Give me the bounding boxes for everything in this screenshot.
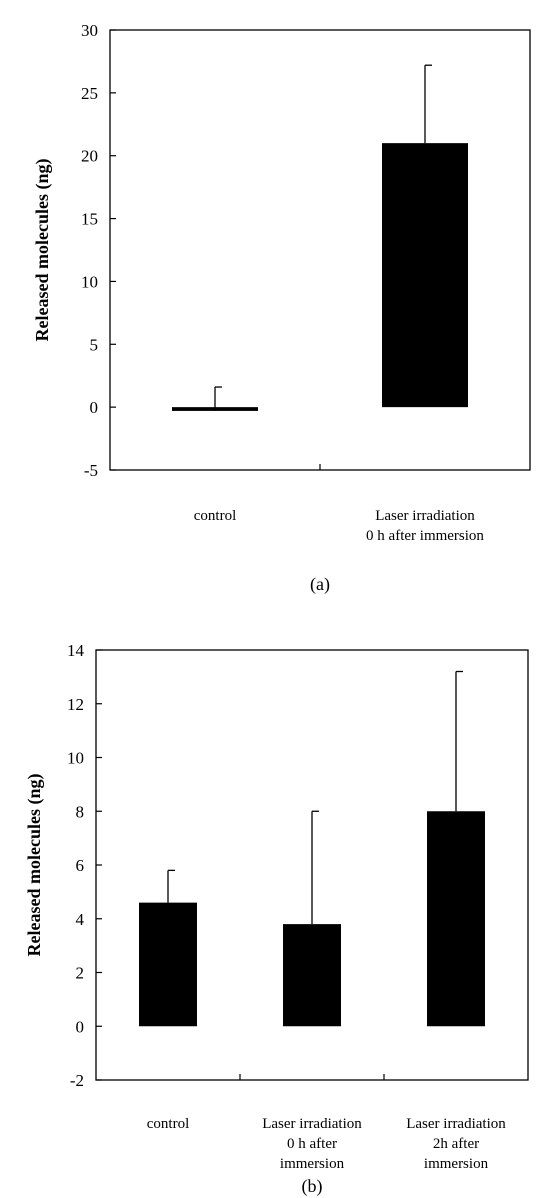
panel-label: (b) xyxy=(302,1176,323,1197)
bar xyxy=(283,924,341,1027)
x-category-label-line: Laser irradiation xyxy=(262,1116,362,1132)
x-category-label-line: 0 h after xyxy=(287,1136,337,1152)
y-tick-label: 10 xyxy=(81,272,98,291)
y-tick-label: 0 xyxy=(76,1017,85,1036)
y-tick-label: 10 xyxy=(67,749,84,768)
chart-panel-a: -5 0 5 10 15 20 25 30 control Laser irradiation 0 … xyxy=(32,21,531,595)
y-tick-label: 8 xyxy=(76,802,85,821)
x-category-label-line: control xyxy=(194,508,237,524)
x-category-label-line: immersion xyxy=(424,1156,489,1172)
x-category-label-line: immersion xyxy=(280,1156,345,1172)
chart-panel-b: -2 0 2 4 6 8 10 12 14 control Laser irradiation 0 h… xyxy=(24,641,529,1197)
bar xyxy=(139,902,197,1027)
x-category-label-line: control xyxy=(147,1116,190,1132)
y-axis-label: Released molecules (ng) xyxy=(24,774,45,957)
x-category-label: Laser irradiation 0 h after immersion xyxy=(262,1116,362,1172)
bar xyxy=(427,811,485,1027)
x-category-label-line: 2h after xyxy=(433,1136,479,1152)
y-tick-label: 2 xyxy=(76,964,85,983)
y-tick-label: 15 xyxy=(81,210,98,229)
y-tick-label: 20 xyxy=(81,147,98,166)
x-category-label: Laser irradiation 2h after immersion xyxy=(406,1116,506,1172)
panel-label: (a) xyxy=(310,574,330,595)
y-tick-label: 6 xyxy=(76,856,85,875)
x-category-label: control xyxy=(147,1116,190,1132)
y-axis-label: Released molecules (ng) xyxy=(32,159,53,342)
x-category-label: control xyxy=(194,508,237,524)
y-tick-label: 5 xyxy=(90,335,99,354)
x-category-label-line: Laser irradiation xyxy=(406,1116,506,1132)
y-tick-label: 30 xyxy=(81,21,98,40)
y-tick-label: 25 xyxy=(81,84,98,103)
y-tick-label: 14 xyxy=(67,641,85,660)
bar xyxy=(382,143,468,408)
y-tick-label: 12 xyxy=(67,695,84,714)
x-category-label-line: 0 h after immersion xyxy=(366,528,484,544)
x-category-label-line: Laser irradiation xyxy=(375,508,475,524)
x-category-label: Laser irradiation 0 h after immersion xyxy=(366,508,484,544)
y-tick-label: -5 xyxy=(84,461,98,480)
y-tick-label: 0 xyxy=(90,398,99,417)
y-tick-label: -2 xyxy=(70,1071,84,1090)
y-tick-label: 4 xyxy=(76,910,85,929)
